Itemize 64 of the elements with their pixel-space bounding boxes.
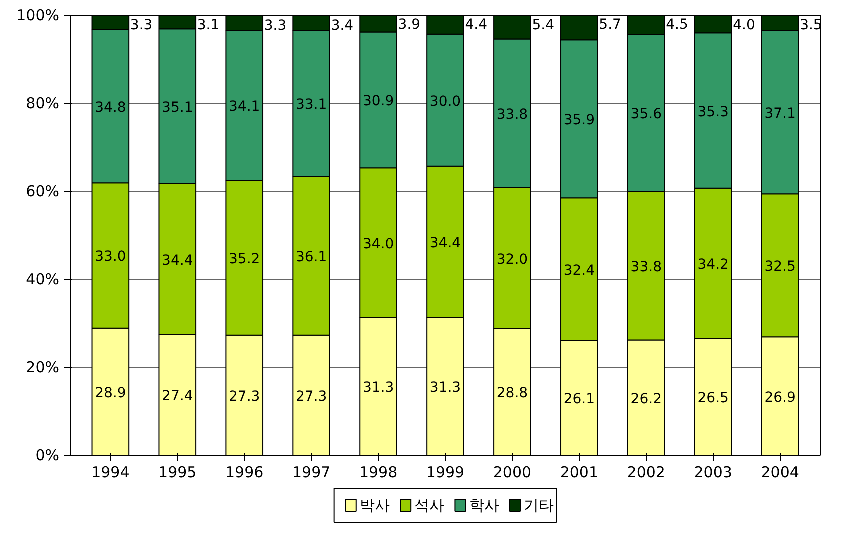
x-tick-label: 2002 bbox=[627, 464, 666, 482]
data-label: 5.7 bbox=[599, 17, 622, 34]
data-label: 26.1 bbox=[564, 392, 596, 408]
data-label: 33.8 bbox=[496, 107, 528, 124]
data-label: 34.0 bbox=[362, 236, 394, 252]
y-tick-label: 20% bbox=[26, 358, 60, 376]
data-label: 33.1 bbox=[296, 97, 328, 114]
data-label: 35.9 bbox=[564, 112, 596, 129]
data-label: 27.4 bbox=[162, 388, 194, 405]
data-label: 27.3 bbox=[229, 388, 260, 405]
data-label: 26.5 bbox=[698, 390, 729, 407]
legend-label: 석사 bbox=[414, 496, 445, 514]
data-label: 3.3 bbox=[264, 18, 287, 34]
data-label: 30.0 bbox=[430, 94, 462, 110]
data-label: 3.1 bbox=[197, 18, 220, 34]
x-tick-label: 1998 bbox=[359, 464, 398, 482]
data-label: 33.0 bbox=[95, 249, 126, 266]
legend-label: 기타 bbox=[524, 496, 554, 514]
data-label: 28.8 bbox=[496, 386, 528, 402]
y-tick-label: 40% bbox=[26, 270, 60, 288]
x-tick-label: 2004 bbox=[761, 464, 800, 482]
data-label: 31.3 bbox=[362, 380, 394, 396]
y-tick-label: 0% bbox=[36, 446, 60, 464]
data-label: 35.1 bbox=[162, 100, 194, 116]
data-label: 5.4 bbox=[532, 18, 555, 34]
x-tick-label: 2000 bbox=[493, 464, 532, 482]
legend-label: 박사 bbox=[360, 496, 390, 514]
data-label: 32.0 bbox=[496, 252, 528, 268]
x-tick-label: 1997 bbox=[292, 464, 331, 482]
x-tick-label: 1995 bbox=[158, 464, 197, 482]
x-tick-label: 1994 bbox=[92, 464, 130, 482]
data-label: 37.1 bbox=[764, 106, 796, 122]
data-label: 26.2 bbox=[630, 391, 662, 408]
data-label: 35.6 bbox=[630, 106, 662, 123]
data-label: 28.9 bbox=[95, 385, 126, 402]
data-label: 3.4 bbox=[331, 18, 354, 34]
data-label: 4.5 bbox=[666, 17, 688, 34]
data-label: 3.9 bbox=[398, 17, 421, 34]
data-label: 31.3 bbox=[430, 380, 462, 396]
data-label: 36.1 bbox=[296, 249, 328, 266]
data-label: 4.4 bbox=[465, 17, 488, 34]
data-label: 34.1 bbox=[229, 98, 260, 115]
data-label: 32.4 bbox=[564, 262, 596, 279]
x-tick-label: 2003 bbox=[694, 464, 732, 482]
data-label: 34.4 bbox=[430, 236, 462, 252]
data-label: 34.4 bbox=[162, 252, 194, 269]
x-tick-label: 2001 bbox=[560, 464, 599, 482]
x-tick-label: 1999 bbox=[426, 464, 465, 482]
data-label: 34.8 bbox=[95, 100, 126, 116]
legend-label: 학사 bbox=[469, 496, 500, 514]
data-label: 3.3 bbox=[130, 18, 153, 34]
data-label: 27.3 bbox=[296, 388, 328, 405]
data-label: 35.3 bbox=[698, 104, 729, 120]
data-label: 4.0 bbox=[733, 18, 756, 34]
data-label: 35.2 bbox=[229, 251, 260, 268]
data-label: 30.9 bbox=[362, 94, 394, 110]
y-tick-label: 100% bbox=[16, 6, 60, 24]
y-tick-label: 80% bbox=[26, 94, 60, 112]
data-label: 32.5 bbox=[764, 259, 796, 276]
data-label: 26.9 bbox=[764, 390, 796, 406]
data-label: 34.2 bbox=[698, 257, 729, 274]
data-label: 33.8 bbox=[630, 259, 662, 276]
x-tick-label: 1996 bbox=[226, 464, 264, 482]
y-tick-label: 60% bbox=[26, 182, 60, 200]
